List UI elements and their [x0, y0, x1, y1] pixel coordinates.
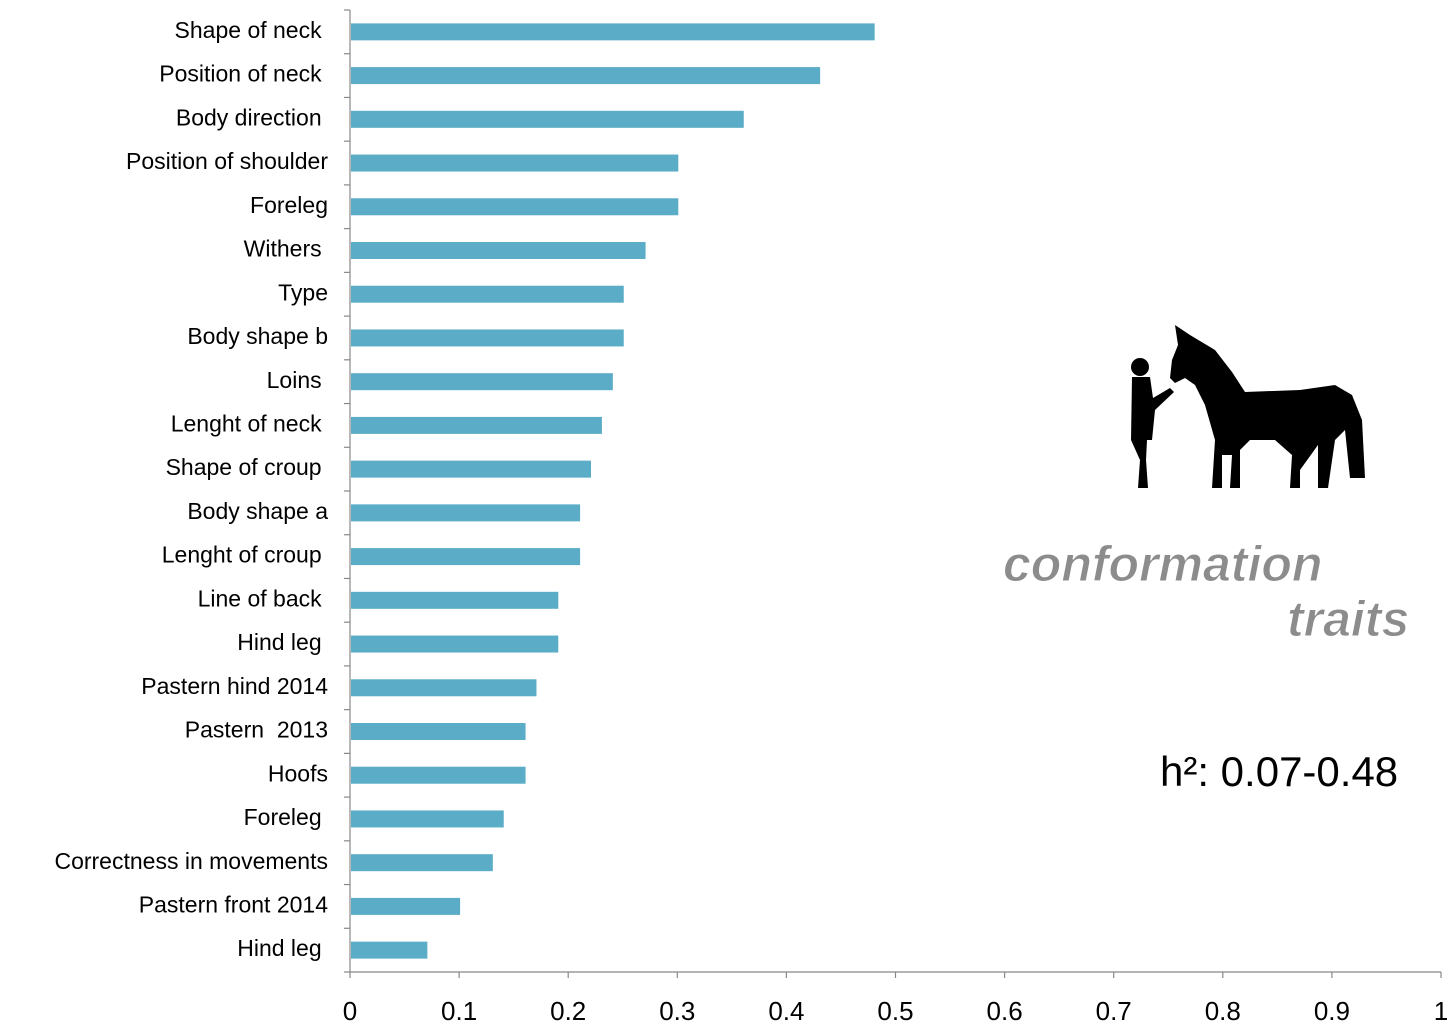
y-tick-label: Hind leg	[237, 935, 328, 961]
bar	[351, 941, 428, 959]
y-tick-label: Position of neck	[159, 61, 328, 87]
x-tick-label: 0.2	[550, 996, 586, 1026]
y-tick-label: Body shape a	[187, 498, 328, 524]
y-tick-label: Hoofs	[268, 760, 328, 786]
bar	[351, 110, 744, 128]
y-tick-label: Shape of croup	[166, 454, 328, 480]
y-tick-label: Body shape b	[187, 323, 328, 349]
y-tick-label: Correctness in movements	[54, 848, 328, 874]
y-tick-label: Line of back	[198, 585, 328, 611]
annotation-title: conformation	[1003, 536, 1322, 592]
x-tick-label: 0.9	[1314, 996, 1350, 1026]
bar	[351, 810, 504, 828]
horse-icon	[1131, 325, 1365, 488]
y-tick-label: Pastern 2013	[185, 717, 328, 743]
bar	[351, 329, 624, 347]
x-tick-label: 0.7	[1096, 996, 1132, 1026]
annotation-heritability: h²: 0.07-0.48	[1160, 748, 1398, 795]
x-tick-label: 0.5	[877, 996, 913, 1026]
y-tick-label: Type	[278, 279, 328, 305]
y-tick-label: Foreleg	[244, 804, 328, 830]
bar	[351, 154, 679, 172]
bar	[351, 679, 537, 697]
y-tick-label: Pastern front 2014	[139, 891, 328, 917]
y-tick-label: Lenght of neck	[171, 410, 328, 436]
y-tick-label: Foreleg	[250, 192, 328, 218]
bar	[351, 67, 821, 85]
y-tick-label: Hind leg	[237, 629, 328, 655]
bar	[351, 460, 592, 478]
y-tick-label: Shape of neck	[175, 17, 328, 43]
x-tick-label: 1	[1434, 996, 1448, 1026]
x-tick-label: 0.4	[768, 996, 804, 1026]
x-tick-label: 0	[343, 996, 357, 1026]
bar	[351, 635, 559, 653]
bar	[351, 23, 875, 41]
y-tick-label: Position of shoulder	[126, 148, 328, 174]
y-tick-label: Pastern hind 2014	[141, 673, 328, 699]
x-tick-label: 0.8	[1205, 996, 1241, 1026]
annotation-title: traits	[1287, 591, 1409, 647]
bar	[351, 548, 581, 566]
y-tick-label: Loins	[267, 367, 328, 393]
y-tick-label: Withers	[244, 236, 328, 262]
bar	[351, 416, 602, 434]
y-tick-label: Lenght of croup	[162, 542, 328, 568]
bar	[351, 591, 559, 609]
bar	[351, 373, 613, 391]
bar	[351, 285, 624, 303]
bar	[351, 897, 461, 915]
bar	[351, 723, 526, 740]
bar	[351, 504, 581, 522]
x-tick-label: 0.6	[987, 996, 1023, 1026]
x-tick-label: 0.3	[659, 996, 695, 1026]
y-tick-label: Body direction	[176, 104, 328, 130]
bar	[351, 854, 493, 872]
bar	[351, 766, 526, 784]
bar	[351, 198, 679, 216]
bar	[351, 242, 646, 259]
x-tick-label: 0.1	[441, 996, 477, 1026]
